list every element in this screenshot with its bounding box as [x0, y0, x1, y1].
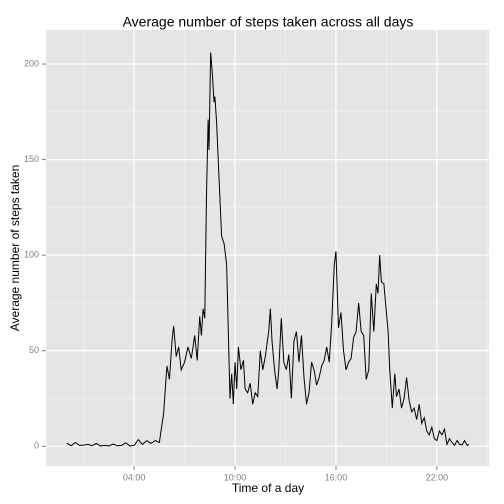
y-tick-label: 0: [34, 441, 39, 451]
y-axis-label: Average number of steps taken: [8, 165, 22, 332]
x-axis-label: Time of a day: [232, 481, 304, 495]
y-tick-label: 200: [24, 58, 39, 68]
y-tick-label: 50: [29, 345, 39, 355]
y-tick-label: 150: [24, 154, 39, 164]
chart-title: Average number of steps taken across all…: [123, 14, 414, 30]
plot-panel: [46, 30, 489, 466]
x-tick-label: 22:00: [426, 472, 449, 482]
y-tick-label: 100: [24, 250, 39, 260]
x-tick-label: 10:00: [224, 472, 247, 482]
x-tick-label: 04:00: [123, 472, 146, 482]
x-tick-label: 16:00: [325, 472, 348, 482]
line: [66, 52, 470, 447]
